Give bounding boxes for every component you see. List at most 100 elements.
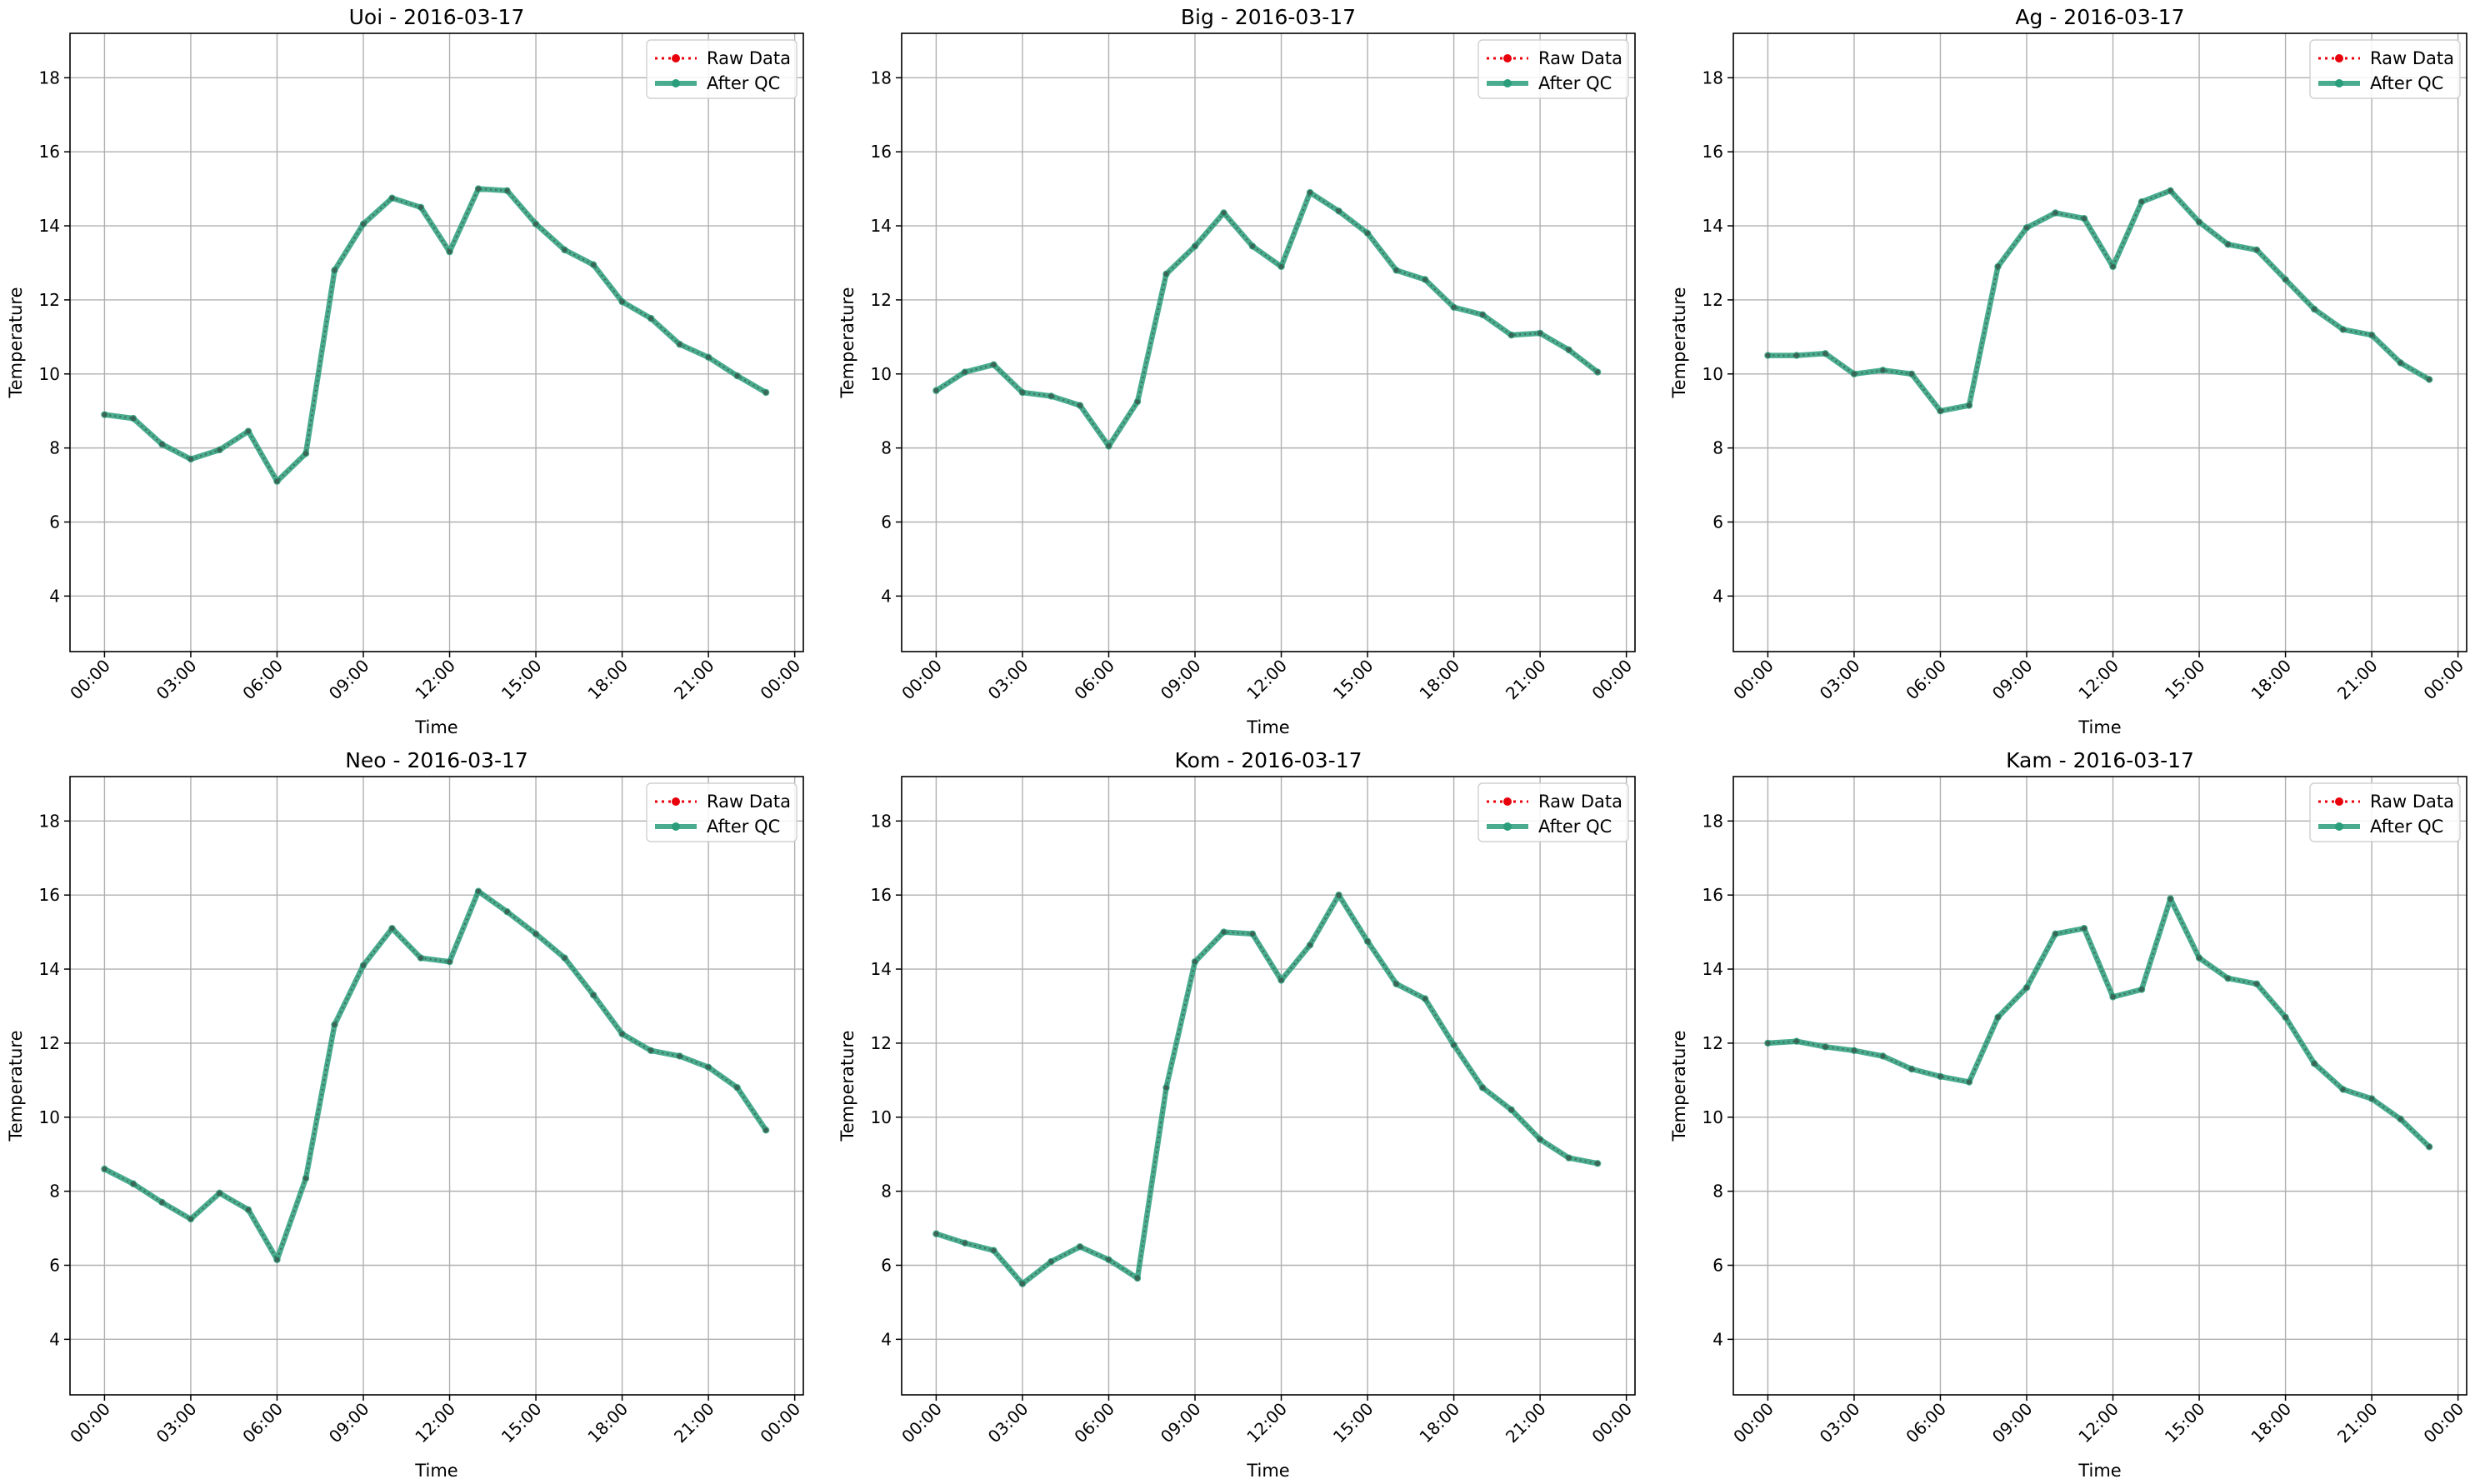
- x-tick-label: 18:00: [2247, 1399, 2295, 1447]
- x-axis-label: Time: [414, 1461, 458, 1481]
- y-tick-label: 6: [881, 1255, 892, 1275]
- y-tick-label: 12: [39, 1033, 60, 1053]
- legend-label-raw-data: Raw Data: [1538, 792, 1622, 812]
- x-tick-label: 06:00: [1070, 1399, 1118, 1447]
- legend-label-after-qc: After QC: [1538, 73, 1612, 93]
- legend-label-raw-data: Raw Data: [707, 48, 791, 68]
- point-raw-data: [2139, 199, 2145, 205]
- point-raw-data: [1765, 352, 1771, 358]
- legend-label-after-qc: After QC: [707, 817, 780, 837]
- point-raw-data: [734, 1085, 740, 1091]
- point-raw-data: [302, 1176, 308, 1182]
- chart-panel: 4 6 8 10 12 14 16 18 00:00 03:00 06:00 09:00 12:00 15…: [838, 748, 1636, 1481]
- point-raw-data: [1365, 230, 1371, 236]
- y-tick-label: 10: [871, 1107, 892, 1127]
- point-raw-data: [332, 267, 338, 273]
- point-raw-data: [302, 451, 308, 457]
- legend-marker-after-qc: [672, 822, 680, 831]
- point-raw-data: [1566, 347, 1572, 352]
- point-raw-data: [1308, 942, 1313, 948]
- point-raw-data: [677, 342, 682, 347]
- point-raw-data: [476, 888, 482, 894]
- chart-panel: 4 6 8 10 12 14 16 18 00:00 03:00 06:00 09:00 12:00 15…: [1669, 748, 2468, 1481]
- point-raw-data: [1077, 1244, 1082, 1250]
- point-raw-data: [1822, 1044, 1828, 1050]
- y-tick-label: 12: [871, 1033, 892, 1053]
- point-raw-data: [991, 1247, 997, 1253]
- y-tick-label: 4: [1712, 586, 1723, 606]
- x-tick-label: 12:00: [1242, 1399, 1291, 1447]
- point-raw-data: [1422, 277, 1428, 282]
- point-raw-data: [991, 362, 997, 367]
- point-raw-data: [1163, 271, 1169, 277]
- point-raw-data: [933, 1231, 939, 1237]
- point-raw-data: [1134, 399, 1140, 405]
- axes-frame: [901, 32, 1636, 652]
- legend-label-raw-data: Raw Data: [707, 792, 791, 812]
- y-axis-label: Temperature: [1669, 1030, 1689, 1142]
- point-raw-data: [1308, 190, 1313, 196]
- point-raw-data: [1880, 1053, 1886, 1059]
- point-raw-data: [1221, 929, 1227, 935]
- point-raw-data: [2024, 985, 2029, 991]
- y-axis-label: Temperature: [1669, 287, 1689, 398]
- point-raw-data: [1538, 330, 1543, 336]
- point-raw-data: [2427, 1144, 2432, 1150]
- x-tick-label: 00:00: [898, 1399, 946, 1447]
- legend: Raw Data After QC: [1478, 782, 1629, 842]
- point-raw-data: [245, 1207, 251, 1212]
- axes-frame: [69, 776, 804, 1396]
- legend-marker-after-qc: [2335, 79, 2343, 87]
- point-raw-data: [1595, 369, 1601, 375]
- point-raw-data: [2052, 210, 2058, 216]
- point-raw-data: [1134, 1276, 1140, 1282]
- axes-frame: [901, 776, 1636, 1396]
- x-tick-label: 21:00: [2333, 1399, 2382, 1447]
- point-raw-data: [1048, 1259, 1054, 1265]
- y-tick-label: 8: [49, 1182, 60, 1202]
- point-raw-data: [1765, 1040, 1771, 1046]
- y-tick-label: 14: [39, 216, 60, 236]
- y-tick-label: 4: [49, 586, 60, 606]
- x-tick-label: 18:00: [1415, 1399, 1463, 1447]
- x-tick-label: 00:00: [1588, 656, 1636, 704]
- point-raw-data: [1365, 938, 1371, 944]
- point-raw-data: [1938, 1073, 1943, 1079]
- y-axis-label: Temperature: [6, 287, 26, 398]
- point-raw-data: [2282, 1014, 2288, 1020]
- point-raw-data: [2197, 955, 2202, 961]
- point-raw-data: [1250, 931, 1256, 937]
- legend: Raw Data After QC: [2309, 39, 2461, 99]
- x-tick-label: 12:00: [1242, 656, 1291, 704]
- series-line-raw-data: [1768, 896, 2430, 1148]
- y-tick-label: 8: [881, 438, 892, 458]
- point-raw-data: [1908, 1067, 1914, 1072]
- point-raw-data: [591, 262, 597, 267]
- point-raw-data: [188, 456, 193, 462]
- point-raw-data: [389, 926, 395, 932]
- y-tick-label: 8: [881, 1182, 892, 1202]
- y-tick-label: 14: [39, 959, 60, 979]
- y-tick-label: 14: [1702, 216, 1723, 236]
- y-tick-label: 18: [871, 811, 892, 831]
- point-raw-data: [962, 1240, 968, 1246]
- point-raw-data: [245, 428, 251, 434]
- point-raw-data: [2369, 332, 2375, 338]
- y-tick-label: 6: [49, 1255, 60, 1275]
- point-raw-data: [1163, 1085, 1169, 1091]
- point-raw-data: [1422, 996, 1428, 1002]
- point-raw-data: [159, 1199, 165, 1205]
- x-axis-label: Time: [414, 717, 458, 737]
- point-raw-data: [418, 955, 424, 961]
- legend-marker-raw-data: [1503, 797, 1512, 806]
- y-tick-label: 8: [1712, 438, 1723, 458]
- point-raw-data: [476, 186, 482, 192]
- y-tick-label: 4: [881, 586, 892, 606]
- point-raw-data: [2282, 277, 2288, 282]
- y-axis-label: Temperature: [6, 1030, 26, 1142]
- point-raw-data: [962, 369, 968, 375]
- point-raw-data: [1106, 443, 1112, 449]
- legend-marker-raw-data: [2335, 797, 2343, 806]
- y-tick-label: 18: [39, 67, 60, 87]
